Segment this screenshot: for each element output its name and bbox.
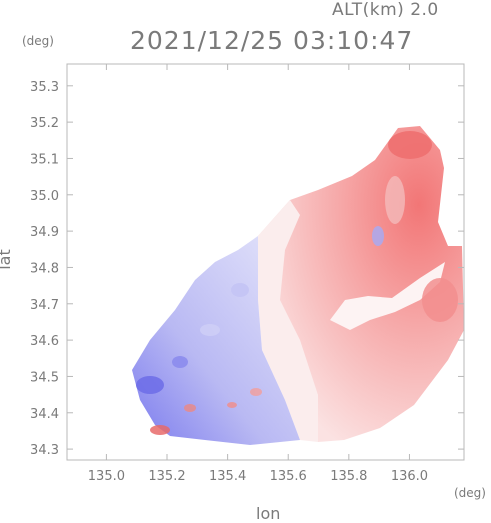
x-tick-label: 135.8	[330, 469, 367, 484]
x-axis-title: lon	[256, 504, 281, 523]
y-tick-label: 34.9	[30, 225, 59, 240]
y-tick-label: 35.2	[30, 116, 59, 131]
x-tick-label: 135.0	[88, 469, 125, 484]
y-tick-label: 34.6	[30, 334, 59, 349]
receding-echo-region	[258, 126, 464, 442]
y-tick-label: 34.7	[30, 298, 59, 313]
y-tick-label: 35.3	[30, 80, 59, 95]
y-tick-label: 34.5	[30, 370, 59, 385]
x-unit-label: (deg)	[454, 486, 486, 500]
y-tick-label: 34.3	[30, 443, 59, 458]
near-zero-band	[258, 200, 318, 442]
axis-ticks: 135.0 135.2 135.4 135.6 135.8 136.0 35.3 35.2 35…	[30, 64, 464, 484]
x-tick-label: 135.6	[270, 469, 307, 484]
timestamp: 2021/12/25 03:10:47	[130, 26, 414, 55]
x-tick-label: 135.4	[209, 469, 246, 484]
y-unit-label: (deg)	[22, 34, 54, 48]
bay-gap	[330, 262, 445, 330]
velocity-field	[132, 126, 464, 445]
altitude-label: ALT(km) 2.0	[332, 0, 439, 20]
y-tick-label: 34.4	[30, 407, 59, 422]
y-tick-label: 34.8	[30, 261, 59, 276]
x-tick-label: 135.2	[148, 469, 185, 484]
echo-speckles	[136, 131, 458, 435]
y-tick-label: 35.0	[30, 189, 59, 204]
x-tick-label: 136.0	[391, 469, 428, 484]
plot-frame	[66, 63, 465, 461]
y-tick-label: 35.1	[30, 152, 59, 167]
